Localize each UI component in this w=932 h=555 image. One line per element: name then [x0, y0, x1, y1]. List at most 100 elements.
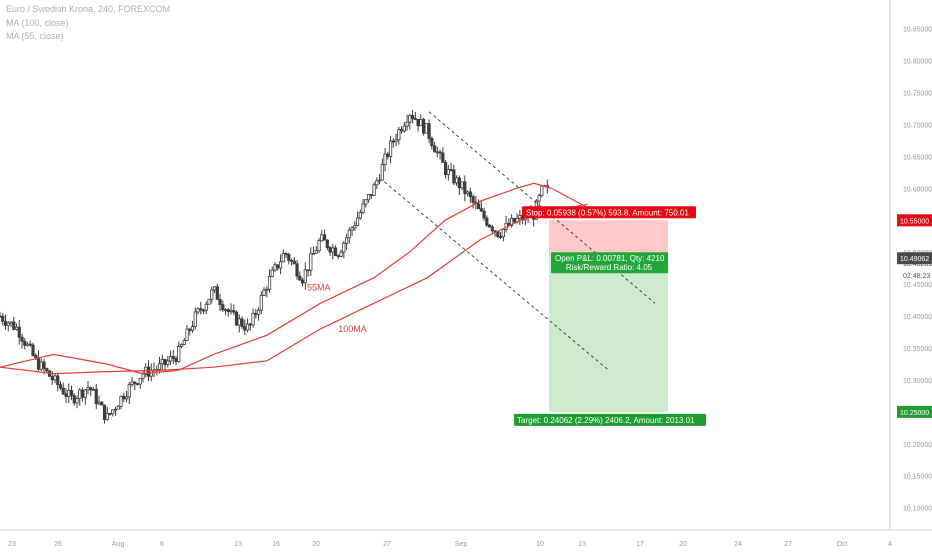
candle-body	[146, 366, 151, 377]
candle-body	[42, 361, 46, 369]
candle-body	[482, 210, 486, 219]
x-tick-label: 6	[160, 541, 164, 548]
candle	[479, 201, 483, 212]
candle	[391, 138, 395, 148]
candle-body	[540, 185, 544, 197]
candle-body	[512, 217, 516, 223]
candle-body	[336, 255, 340, 257]
candle	[427, 119, 431, 144]
candle	[377, 174, 382, 185]
y-tick-label: 10.85000	[903, 27, 932, 34]
candle	[160, 354, 164, 371]
candle-body	[9, 321, 13, 324]
y-tick-label: 10.20000	[903, 442, 932, 449]
candle-body	[364, 199, 368, 205]
candle	[218, 293, 222, 312]
candle	[124, 391, 129, 403]
candle-body	[256, 309, 261, 315]
candle	[512, 217, 516, 223]
candle-body	[424, 123, 428, 134]
y-tick-label: 10.45000	[903, 282, 932, 289]
candle-body	[317, 240, 321, 252]
candle-body	[281, 253, 285, 263]
candle	[193, 307, 197, 330]
candle	[61, 382, 65, 395]
candle	[67, 383, 71, 404]
x-tick-label: 23	[8, 541, 16, 548]
candle	[42, 358, 46, 375]
candle	[138, 377, 142, 389]
candle	[201, 308, 206, 314]
candle-body	[185, 328, 189, 341]
candle	[446, 165, 450, 181]
target-zone	[549, 258, 668, 412]
candle	[457, 175, 461, 195]
candle	[265, 286, 269, 298]
candle-body	[166, 360, 170, 365]
y-tick-label: 10.35000	[903, 346, 932, 353]
candle	[306, 269, 310, 277]
candle-body	[138, 377, 142, 385]
candle	[185, 325, 189, 341]
candle	[468, 187, 472, 203]
y-tick-label: 10.40000	[903, 314, 932, 321]
candle	[12, 316, 16, 331]
candle-body	[232, 310, 236, 313]
candle-body	[386, 153, 390, 158]
candle-body	[419, 118, 423, 127]
target-price-badge-bg	[897, 405, 932, 418]
candle-body	[454, 177, 459, 184]
candle	[405, 114, 409, 131]
candle	[460, 181, 464, 191]
candle	[234, 310, 239, 327]
candle	[3, 314, 8, 330]
candle	[452, 164, 456, 186]
candle	[331, 243, 335, 260]
x-tick-label: 10	[536, 541, 544, 548]
candle-body	[124, 396, 129, 400]
candle-body	[369, 194, 373, 196]
candle-body	[133, 381, 137, 384]
ma100-label: 100MA	[338, 324, 367, 334]
candle-body	[201, 309, 206, 312]
x-tick-label: 20	[312, 541, 320, 548]
candle-body	[394, 139, 398, 143]
candle-body	[430, 138, 434, 147]
candle-body	[50, 375, 54, 381]
candle	[31, 342, 35, 357]
candle	[322, 229, 327, 241]
candle	[289, 258, 294, 266]
candle-body	[306, 269, 310, 272]
candle	[383, 148, 387, 172]
candle	[394, 133, 398, 147]
candle	[441, 147, 445, 163]
candle-body	[298, 275, 302, 281]
candle-body	[350, 227, 354, 231]
candle-body	[476, 203, 481, 210]
candle-body	[361, 203, 365, 214]
candle-body	[328, 247, 332, 253]
candle-body	[102, 404, 107, 420]
x-tick-label: 20	[679, 541, 687, 548]
candle-body	[229, 310, 233, 313]
candle	[212, 285, 217, 294]
candle	[270, 266, 274, 278]
candles	[0, 109, 549, 424]
candle	[207, 298, 211, 305]
candle	[432, 141, 437, 153]
x-tick-label: Sep	[455, 541, 468, 548]
prev-price-label: 10.48281	[903, 261, 932, 268]
candle-body	[83, 389, 87, 398]
annotations: 55MA 100MA Stop: 0.05938 (0.57%) 593.8, Am…	[307, 206, 706, 426]
legend-symbol: Euro / Swedish Krona, 240, FOREXCOM	[6, 4, 171, 14]
candle	[364, 198, 368, 208]
candle	[122, 392, 126, 403]
candle	[309, 247, 313, 277]
candle-body	[383, 153, 387, 165]
candle	[320, 230, 324, 242]
candle	[537, 193, 541, 207]
candle-body	[487, 224, 492, 228]
candle-body	[78, 389, 82, 399]
